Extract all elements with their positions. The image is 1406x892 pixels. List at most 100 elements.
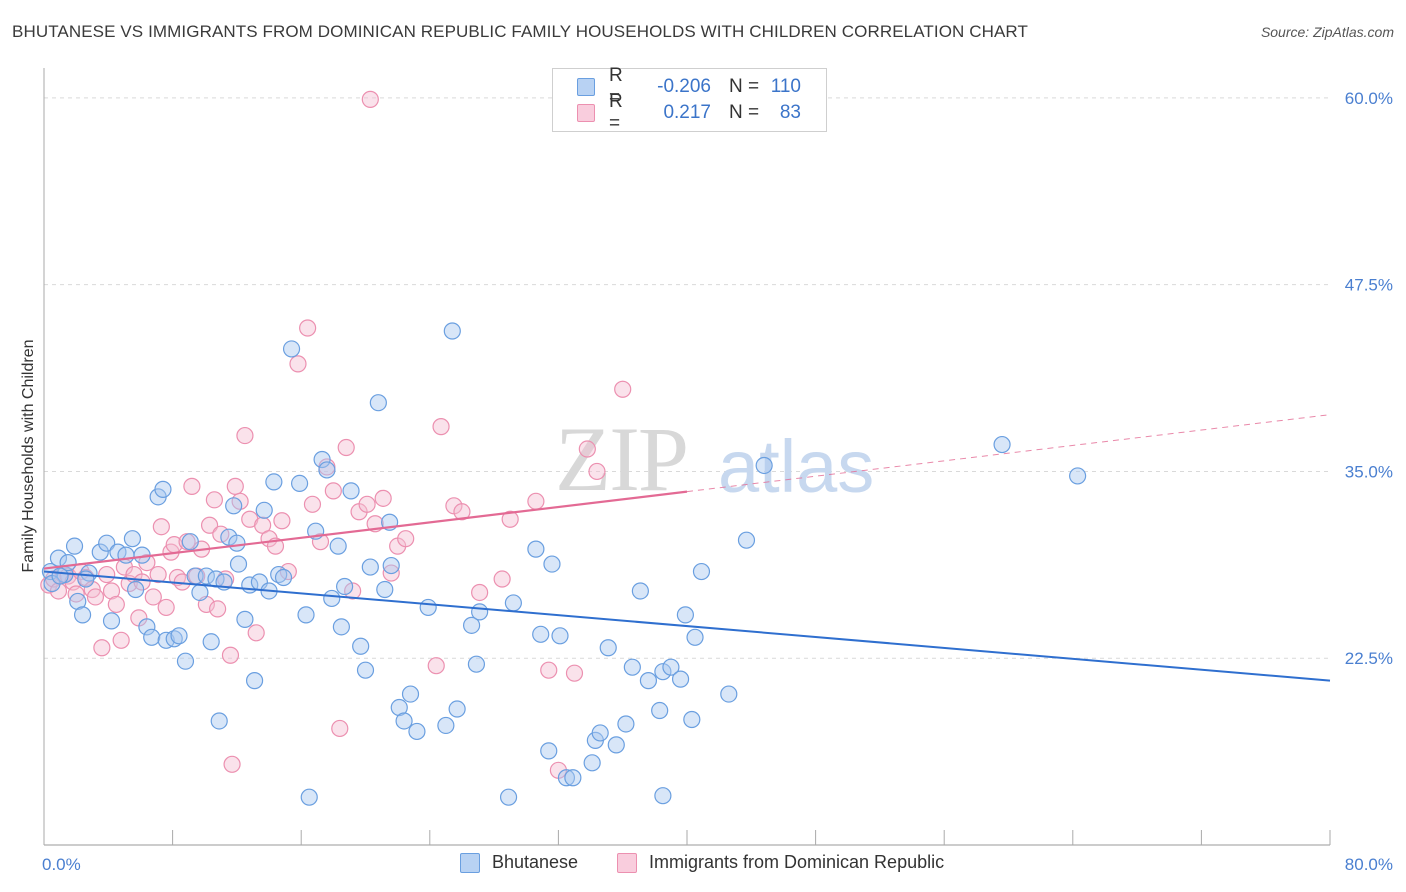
data-point-dominican xyxy=(112,631,130,649)
data-point-bhutanese xyxy=(471,603,489,621)
correlation-legend: R = -0.206 N = 110 R = 0.217 N = 83 xyxy=(552,65,827,134)
data-point-bhutanese xyxy=(591,724,609,742)
data-point-bhutanese xyxy=(543,555,561,573)
data-point-dominican xyxy=(565,664,584,682)
data-point-bhutanese xyxy=(117,546,135,564)
data-point-dominican xyxy=(614,380,632,398)
data-point-dominican xyxy=(93,639,111,657)
legend-n-value: 83 xyxy=(779,102,801,123)
data-point-dominican xyxy=(331,719,349,738)
data-point-bhutanese xyxy=(599,639,617,657)
data-point-bhutanese xyxy=(671,670,690,688)
data-point-bhutanese xyxy=(755,456,773,475)
data-point-dominican xyxy=(205,491,223,509)
data-point-bhutanese xyxy=(676,606,694,624)
data-point-bhutanese xyxy=(323,589,341,608)
data-point-bhutanese xyxy=(651,701,669,720)
legend-swatch-blue xyxy=(460,852,480,873)
data-point-dominican xyxy=(209,600,227,618)
data-point-bhutanese xyxy=(270,565,288,584)
trend-line-bhutanese xyxy=(43,570,1331,682)
legend-r-label: R = xyxy=(609,65,623,108)
data-point-bhutanese xyxy=(274,568,293,587)
data-point-bhutanese xyxy=(77,570,95,588)
legend-swatch-pink xyxy=(577,104,595,122)
data-point-bhutanese xyxy=(73,606,92,624)
data-point-bhutanese xyxy=(98,534,116,552)
legend-item-bhutanese[interactable]: Bhutanese xyxy=(460,852,578,873)
data-point-dominican xyxy=(226,477,244,495)
y-tick-label: 35.0% xyxy=(1345,462,1393,481)
data-point-dominican xyxy=(303,495,322,513)
watermark: ZIP atlas xyxy=(555,408,874,510)
data-point-dominican xyxy=(493,570,511,588)
data-point-bhutanese xyxy=(692,562,711,581)
data-point-bhutanese xyxy=(419,598,437,617)
data-point-bhutanese xyxy=(504,594,522,612)
data-point-bhutanese xyxy=(300,788,318,806)
data-point-bhutanese xyxy=(181,533,199,551)
data-point-dominican xyxy=(273,512,291,530)
data-point-dominican xyxy=(432,418,450,436)
data-point-bhutanese xyxy=(123,530,142,548)
data-point-dominican xyxy=(588,462,606,481)
legend-item-dominican[interactable]: Immigrants from Dominican Republic xyxy=(617,852,944,873)
data-point-bhutanese xyxy=(540,742,558,760)
data-point-dominican xyxy=(221,646,240,664)
y-axis: Family Households with Children 22.5% 35.… xyxy=(20,68,1393,845)
data-point-dominican xyxy=(527,492,545,510)
data-point-bhutanese xyxy=(154,480,172,498)
x-axis xyxy=(43,830,1331,846)
data-point-dominican xyxy=(152,518,170,536)
data-point-dominican xyxy=(144,588,162,606)
legend-row-bhutanese: R = -0.206 N = 110 xyxy=(577,65,801,108)
data-point-bhutanese xyxy=(210,712,228,730)
data-point-bhutanese xyxy=(282,340,301,358)
x-tick-label-min: 0.0% xyxy=(42,855,81,874)
data-point-bhutanese xyxy=(138,618,156,636)
data-point-dominican xyxy=(374,489,392,507)
data-point-bhutanese xyxy=(202,633,220,651)
data-point-dominican xyxy=(107,595,125,614)
data-point-dominican xyxy=(427,657,445,675)
data-point-bhutanese xyxy=(143,628,161,646)
data-point-dominican xyxy=(397,530,415,548)
series-legend: Bhutanese Immigrants from Dominican Repu… xyxy=(0,852,1406,876)
data-point-bhutanese xyxy=(165,630,183,648)
data-point-bhutanese xyxy=(265,473,283,491)
data-point-dominican xyxy=(299,319,317,337)
data-point-dominican xyxy=(358,495,376,513)
data-point-bhutanese xyxy=(527,540,545,558)
data-point-dominican xyxy=(236,426,254,445)
legend-swatch-blue xyxy=(577,78,595,96)
data-point-bhutanese xyxy=(290,474,309,492)
data-point-dominican xyxy=(578,440,596,458)
data-point-bhutanese xyxy=(69,592,87,611)
data-point-dominican xyxy=(540,661,558,679)
data-point-bhutanese xyxy=(229,555,248,573)
data-point-dominican xyxy=(311,533,330,551)
data-point-bhutanese xyxy=(401,685,420,703)
data-point-bhutanese xyxy=(532,625,550,643)
data-point-bhutanese xyxy=(313,450,331,469)
data-point-dominican xyxy=(247,624,265,642)
data-point-bhutanese xyxy=(329,537,347,555)
data-point-bhutanese xyxy=(639,672,658,690)
data-point-bhutanese xyxy=(686,628,704,646)
watermark-atlas: atlas xyxy=(718,425,874,508)
data-point-bhutanese xyxy=(127,580,145,599)
data-point-bhutanese xyxy=(332,618,350,636)
data-point-bhutanese xyxy=(654,787,672,805)
data-point-bhutanese xyxy=(607,736,625,754)
data-point-bhutanese xyxy=(448,700,466,718)
data-point-bhutanese xyxy=(390,698,408,717)
data-point-bhutanese xyxy=(557,769,576,787)
data-point-bhutanese xyxy=(654,663,672,681)
data-point-bhutanese xyxy=(564,769,582,787)
legend-swatch-pink xyxy=(617,852,637,873)
legend-row-dominican: R = 0.217 N = 83 xyxy=(577,91,801,134)
legend-n-label: N = xyxy=(729,76,760,97)
data-point-bhutanese xyxy=(342,482,360,500)
gridlines xyxy=(44,97,1330,659)
